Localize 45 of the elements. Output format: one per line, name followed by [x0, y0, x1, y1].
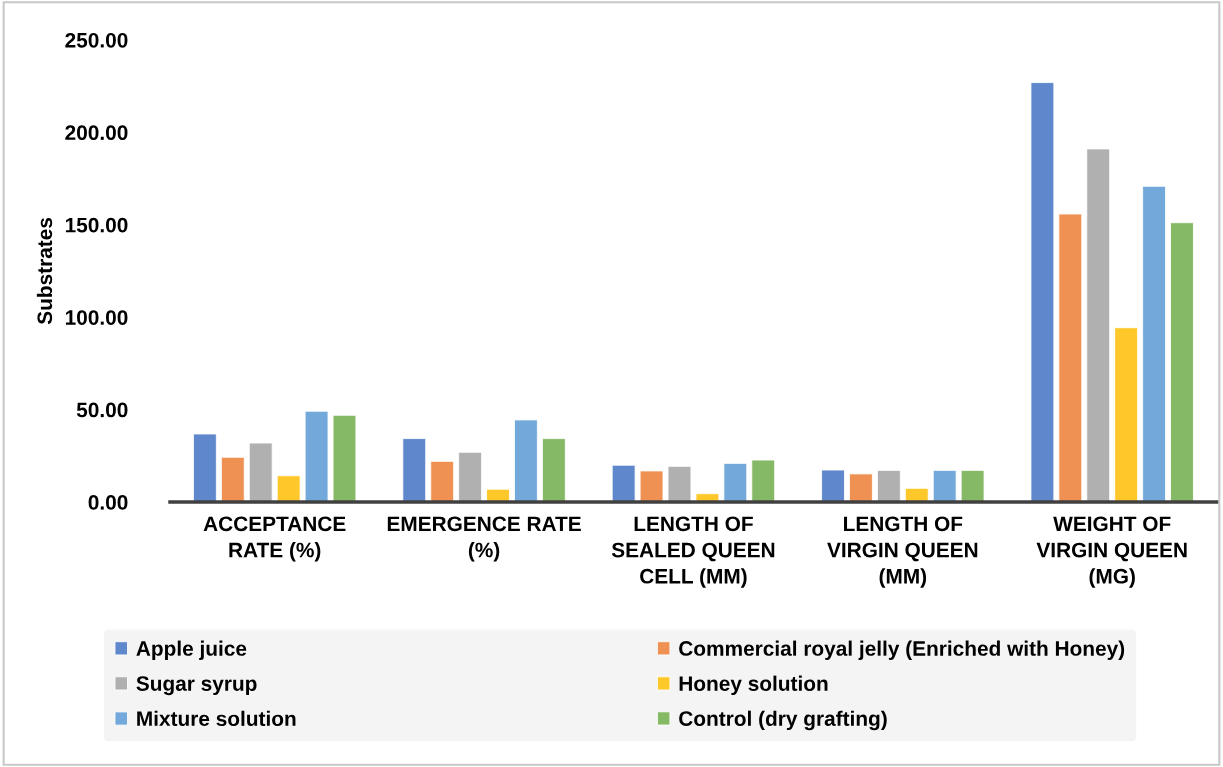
- bar: [1170, 222, 1194, 502]
- y-tick-label: 250.00: [65, 32, 128, 48]
- bar: [1142, 185, 1166, 502]
- bar: [304, 410, 329, 502]
- bar: [876, 469, 901, 502]
- bar: [639, 470, 664, 502]
- y-tick-label: 50.00: [76, 402, 128, 418]
- legend-label: Mixture solution: [137, 710, 296, 727]
- bar: [723, 462, 748, 502]
- legend-label: Commercial royal jelly (Enriched with Honey): [679, 640, 1125, 660]
- bar: [220, 456, 245, 502]
- bar: [193, 433, 217, 502]
- y-axis-title: Substrates: [36, 217, 53, 325]
- x-tick-label: WEIGHT OF VIRGIN QUEEN (MG): [1036, 516, 1187, 588]
- x-tick-label: EMERGENCE RATE (%): [387, 516, 581, 562]
- bar: [430, 460, 455, 502]
- bar: [1030, 82, 1055, 502]
- bar: [248, 442, 273, 502]
- x-tick-label: LENGTH OF VIRGIN QUEEN (MM): [827, 516, 978, 588]
- bar: [960, 469, 985, 502]
- x-tick-label: LENGTH OF SEALED QUEEN CELL (MM): [611, 516, 775, 588]
- bar: [1058, 213, 1083, 502]
- y-tick-label: 100.00: [65, 310, 128, 325]
- legend-label: Control (dry grafting): [679, 710, 887, 731]
- bar: [751, 459, 776, 502]
- bar: [611, 464, 636, 502]
- bar: [276, 475, 301, 502]
- bar: [1086, 148, 1111, 502]
- bar: [932, 469, 957, 502]
- bar: [332, 414, 357, 502]
- legend-label: Honey solution: [679, 675, 828, 696]
- bar: [849, 473, 873, 502]
- x-tick-label: ACCEPTANCE RATE (%): [203, 516, 346, 562]
- y-tick-label: 0.00: [88, 495, 128, 510]
- legend-label: Sugar syrup: [136, 676, 257, 696]
- legend-label: Apple juice: [136, 640, 247, 660]
- bar: [667, 465, 692, 502]
- bar: [458, 451, 482, 502]
- y-tick-label: 200.00: [65, 125, 128, 141]
- bar: [821, 469, 845, 502]
- bar: [402, 438, 427, 502]
- y-tick-label: 150.00: [65, 217, 128, 233]
- bar: [541, 438, 566, 502]
- bar: [1114, 327, 1139, 502]
- bar: [514, 419, 538, 502]
